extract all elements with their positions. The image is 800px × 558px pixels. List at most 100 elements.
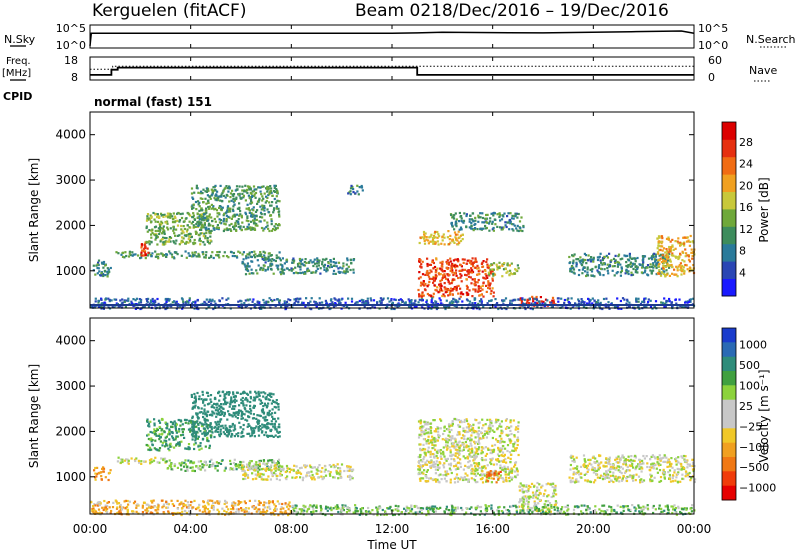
echo-cell bbox=[600, 259, 602, 261]
echo-cell bbox=[104, 302, 106, 304]
echo-cell bbox=[578, 274, 580, 276]
echo-cell bbox=[172, 240, 174, 242]
echo-cell bbox=[202, 438, 204, 440]
echo-cell bbox=[273, 273, 275, 275]
echo-cell bbox=[256, 203, 258, 205]
echo-cell bbox=[453, 259, 455, 261]
echo-cell bbox=[419, 242, 421, 244]
cpid-label: CPID bbox=[3, 90, 32, 103]
echo-cell bbox=[153, 219, 155, 221]
echo-cell bbox=[161, 232, 163, 234]
echo-cell bbox=[517, 431, 519, 433]
echo-cell bbox=[265, 416, 267, 418]
echo-cell bbox=[437, 240, 439, 242]
echo-cell bbox=[252, 228, 254, 230]
echo-cell bbox=[472, 278, 474, 280]
echo-cell bbox=[271, 469, 273, 471]
echo-cell bbox=[252, 209, 254, 211]
echo-cell bbox=[226, 419, 228, 421]
echo-cell bbox=[266, 191, 268, 193]
echo-cell bbox=[649, 269, 651, 271]
echo-cell bbox=[600, 262, 602, 264]
echo-cell bbox=[586, 271, 588, 273]
echo-cell bbox=[134, 253, 136, 255]
echo-cell bbox=[197, 192, 199, 194]
echo-cell bbox=[206, 433, 208, 435]
echo-cell bbox=[336, 471, 338, 473]
echo-cell bbox=[180, 420, 182, 422]
echo-cell bbox=[143, 460, 145, 462]
echo-cell bbox=[626, 255, 628, 257]
echo-cell bbox=[264, 257, 266, 259]
echo-cell bbox=[255, 269, 257, 271]
echo-cell bbox=[208, 202, 210, 204]
echo-cell bbox=[198, 395, 200, 397]
echo-cell bbox=[430, 234, 432, 236]
echo-cell bbox=[248, 223, 250, 225]
echo-cell bbox=[498, 266, 500, 268]
echo-cell bbox=[167, 216, 169, 218]
echo-cell bbox=[188, 443, 190, 445]
echo-cell bbox=[498, 425, 500, 427]
echo-cell bbox=[174, 235, 176, 237]
echo-cell bbox=[461, 437, 463, 439]
echo-cell bbox=[423, 280, 425, 282]
echo-cell bbox=[434, 466, 436, 468]
echo-cell bbox=[205, 254, 207, 256]
echo-cell bbox=[652, 270, 654, 272]
echo-cell bbox=[437, 457, 439, 459]
echo-cell bbox=[614, 262, 616, 264]
echo-cell bbox=[665, 260, 667, 262]
echo-cell bbox=[592, 261, 594, 263]
echo-cell bbox=[248, 467, 250, 469]
echo-cell bbox=[184, 459, 186, 461]
echo-cell bbox=[424, 289, 426, 291]
echo-cell bbox=[219, 251, 221, 253]
echo-cell bbox=[677, 241, 679, 243]
echo-cell bbox=[630, 266, 632, 268]
echo-cell bbox=[149, 439, 151, 441]
echo-cell bbox=[450, 449, 452, 451]
echo-cell bbox=[452, 423, 454, 425]
echo-cell bbox=[155, 235, 157, 237]
echo-cell bbox=[493, 262, 495, 264]
echo-cell bbox=[564, 299, 566, 301]
echo-cell bbox=[196, 255, 198, 257]
echo-cell bbox=[469, 218, 471, 220]
echo-cell bbox=[660, 275, 662, 277]
echo-cell bbox=[198, 210, 200, 212]
echo-cell bbox=[122, 256, 124, 258]
echo-cell bbox=[144, 251, 146, 253]
echo-cell bbox=[419, 259, 421, 261]
echo-cell bbox=[192, 207, 194, 209]
echo-cell bbox=[329, 475, 331, 477]
echo-cell bbox=[132, 255, 134, 257]
echo-cell bbox=[470, 472, 472, 474]
echo-cell bbox=[345, 302, 347, 304]
echo-cell bbox=[251, 434, 253, 436]
echo-cell bbox=[489, 220, 491, 222]
echo-cell bbox=[216, 251, 218, 253]
echo-cell bbox=[105, 297, 107, 299]
echo-cell bbox=[228, 211, 230, 213]
echo-cell bbox=[620, 300, 622, 302]
echo-cell bbox=[199, 205, 201, 207]
echo-cell bbox=[580, 301, 582, 303]
echo-cell bbox=[192, 198, 194, 200]
echo-cell bbox=[193, 393, 195, 395]
echo-cell bbox=[195, 465, 197, 467]
echo-cell bbox=[244, 413, 246, 415]
echo-cell bbox=[258, 186, 260, 188]
echo-cell bbox=[428, 447, 430, 449]
echo-cell bbox=[338, 262, 340, 264]
echo-cell bbox=[260, 191, 262, 193]
echo-cell bbox=[185, 463, 187, 465]
echo-cell bbox=[274, 191, 276, 193]
echo-cell bbox=[608, 253, 610, 255]
echo-cell bbox=[264, 193, 266, 195]
echo-cell bbox=[514, 215, 516, 217]
echo-cell bbox=[664, 275, 666, 277]
echo-cell bbox=[248, 228, 250, 230]
echo-cell bbox=[271, 412, 273, 414]
echo-cell bbox=[153, 428, 155, 430]
